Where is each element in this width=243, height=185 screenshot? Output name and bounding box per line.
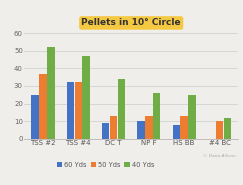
Bar xyxy=(67,82,74,139)
Text: © Dana Allison: © Dana Allison xyxy=(203,154,236,158)
Bar xyxy=(31,95,39,139)
Bar xyxy=(39,74,47,139)
Legend: 60 Yds, 50 Yds, 40 Yds: 60 Yds, 50 Yds, 40 Yds xyxy=(57,162,154,168)
Bar xyxy=(82,56,90,139)
Bar xyxy=(180,116,188,139)
Bar xyxy=(75,82,82,139)
Bar xyxy=(153,93,160,139)
Title: Pellets in 10° Circle: Pellets in 10° Circle xyxy=(81,18,181,27)
Bar xyxy=(110,116,117,139)
Bar xyxy=(137,121,145,139)
Bar xyxy=(118,79,125,139)
Bar xyxy=(224,118,231,139)
Bar xyxy=(102,123,109,139)
Bar xyxy=(188,95,196,139)
Bar xyxy=(173,125,180,139)
Bar xyxy=(216,121,223,139)
Bar xyxy=(47,47,55,139)
Bar xyxy=(145,116,153,139)
